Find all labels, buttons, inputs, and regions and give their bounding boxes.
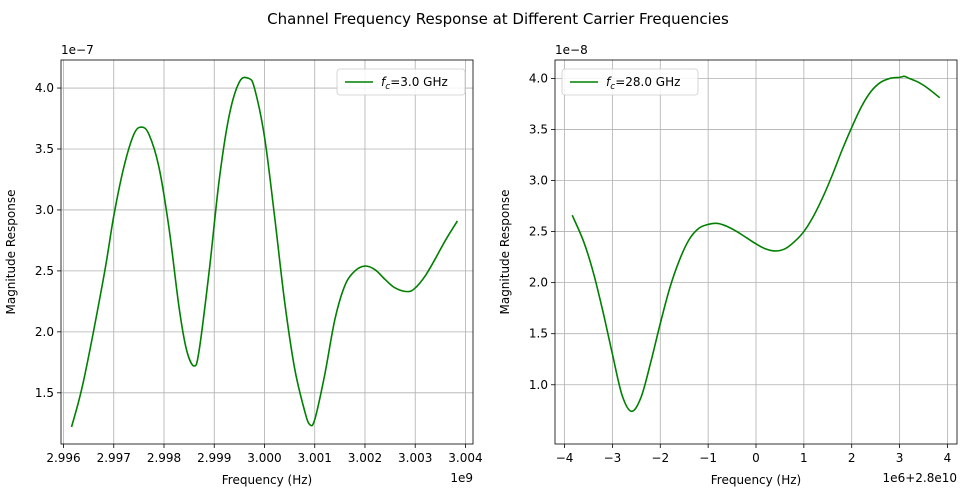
x-tick-label: 3.003 <box>398 451 432 465</box>
x-tick-label: 2.997 <box>97 451 131 465</box>
y-tick-label: 2.5 <box>529 225 548 239</box>
y-tick-label: 3.5 <box>529 122 548 136</box>
x-offset-label: 1e6+2.8e10 <box>883 471 957 485</box>
y-offset-label: 1e−7 <box>61 43 94 57</box>
x-tick-label: 2.998 <box>147 451 181 465</box>
x-tick-label: 3.000 <box>247 451 281 465</box>
y-tick-label: 4.0 <box>529 71 548 85</box>
x-tick-label: 3 <box>896 451 904 465</box>
x-tick-label: 3.004 <box>448 451 482 465</box>
left-chart: 2.996 2.997 2.998 2.999 3.000 3.001 3.002 3.003… <box>4 43 483 487</box>
series-line <box>70 76 459 428</box>
x-tick-label: 3.002 <box>348 451 382 465</box>
y-tick-label: 1.5 <box>35 386 54 400</box>
x-tick-label: 2 <box>848 451 856 465</box>
x-tick-label: 2.999 <box>197 451 231 465</box>
x-tick-label: 2.996 <box>46 451 80 465</box>
x-tick-label: 3.001 <box>298 451 332 465</box>
x-offset-label: 1e9 <box>450 471 473 485</box>
x-axis-label: Frequency (Hz) <box>222 473 313 487</box>
y-tick-label: 2.5 <box>35 264 54 278</box>
y-tick-label: 3.0 <box>35 203 54 217</box>
axes-frame <box>60 59 474 445</box>
figure-title: Channel Frequency Response at Different … <box>267 10 729 28</box>
x-axis-label: Frequency (Hz) <box>711 473 802 487</box>
legend-box <box>561 68 699 96</box>
legend-entry: fc=3.0 GHz <box>381 75 448 92</box>
legend-box <box>336 68 466 96</box>
x-tick-label: −1 <box>699 451 717 465</box>
x-tick-label: 0 <box>752 451 760 465</box>
x-tick-label: −3 <box>604 451 622 465</box>
x-tick-label: 1 <box>800 451 808 465</box>
y-axis-label: Magnitude Response <box>4 189 18 314</box>
y-offset-label: 1e−8 <box>555 43 588 57</box>
x-tick-label: 4 <box>944 451 952 465</box>
x-tick-label: −4 <box>556 451 574 465</box>
y-tick-label: 4.0 <box>35 81 54 95</box>
y-axis-label: Magnitude Response <box>498 189 512 314</box>
y-tick-label: 1.5 <box>529 327 548 341</box>
y-tick-label: 1.0 <box>529 378 548 392</box>
y-tick-label: 2.0 <box>529 276 548 290</box>
series-line <box>571 75 941 413</box>
right-chart: −4 −3 −2 −1 0 1 2 3 4 1.0 1.5 2.0 2.5 3.0 3.5 4.0 Freque… <box>498 43 958 487</box>
legend-entry: fc=28.0 GHz <box>606 75 680 92</box>
y-tick-label: 2.0 <box>35 325 54 339</box>
y-tick-label: 3.5 <box>35 142 54 156</box>
x-tick-label: −2 <box>651 451 669 465</box>
y-tick-label: 3.0 <box>529 174 548 188</box>
